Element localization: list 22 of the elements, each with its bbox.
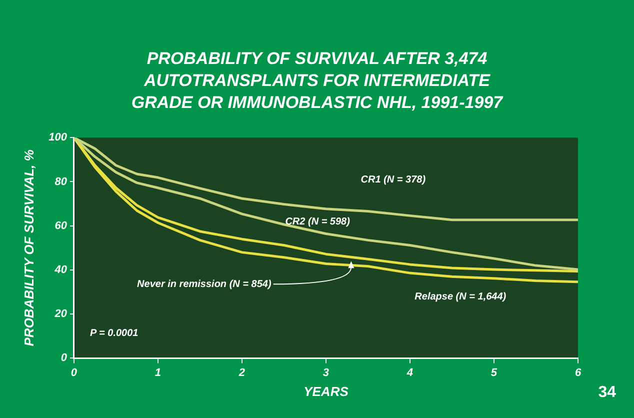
text: Never in remission (N = 854) [137, 278, 272, 290]
series-label: CR2 (N = 598) [285, 216, 351, 228]
annotation: P = 0.0001 [90, 328, 139, 339]
y-tick-label: 0 [60, 352, 68, 364]
x-tick-label: 0 [70, 366, 78, 379]
y-tick-label: 80 [54, 176, 68, 188]
x-tick-label: 6 [574, 366, 582, 379]
y-tick-label: 100 [48, 132, 68, 144]
chart-title: PROBABILITY OF SURVIVAL AFTER 3,474 AUTOTRANSPLANTS FOR INTERMEDIATE GRADE OR IMMUNOBLASTIC NHL, 1991-1997 [130, 48, 504, 114]
x-tick-label: 5 [490, 366, 498, 379]
x-tick-label: 4 [406, 366, 414, 379]
y-tick-label: 60 [54, 220, 68, 232]
y-tick-label: 20 [54, 308, 68, 320]
x-tick-label: 1 [154, 366, 162, 379]
text: CR1 (N = 378) [360, 174, 426, 186]
y-axis-title: PROBABILITY OF SURVIVAL, % [21, 149, 36, 346]
x-axis-title: YEARS [304, 384, 349, 399]
series-label: Relapse (N = 1,644) [414, 292, 507, 303]
text: 34 [598, 384, 616, 402]
x-tick-label: 3 [322, 366, 330, 379]
y-tick-label: 40 [54, 264, 68, 276]
x-tick-label: 2 [238, 366, 246, 379]
